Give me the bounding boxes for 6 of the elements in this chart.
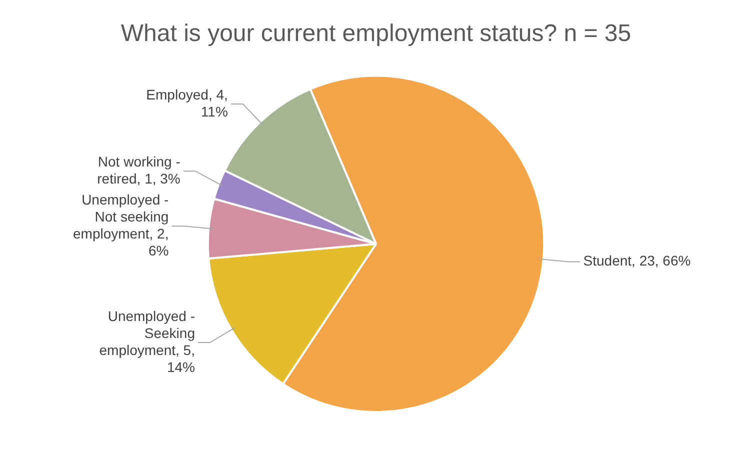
slice-label: Student, 23, 66% xyxy=(583,252,691,269)
slice-label: Unemployed - Seeking employment, 5, 14% xyxy=(99,308,196,375)
slice-label: Unemployed - Not seeking employment, 2, 6% xyxy=(73,191,170,258)
slice-label: Employed, 4, 11% xyxy=(146,86,228,120)
slice-label: Not working - retired, 1, 3% xyxy=(97,153,181,186)
chart-title: What is your current employment status? n = 35 xyxy=(120,20,632,48)
